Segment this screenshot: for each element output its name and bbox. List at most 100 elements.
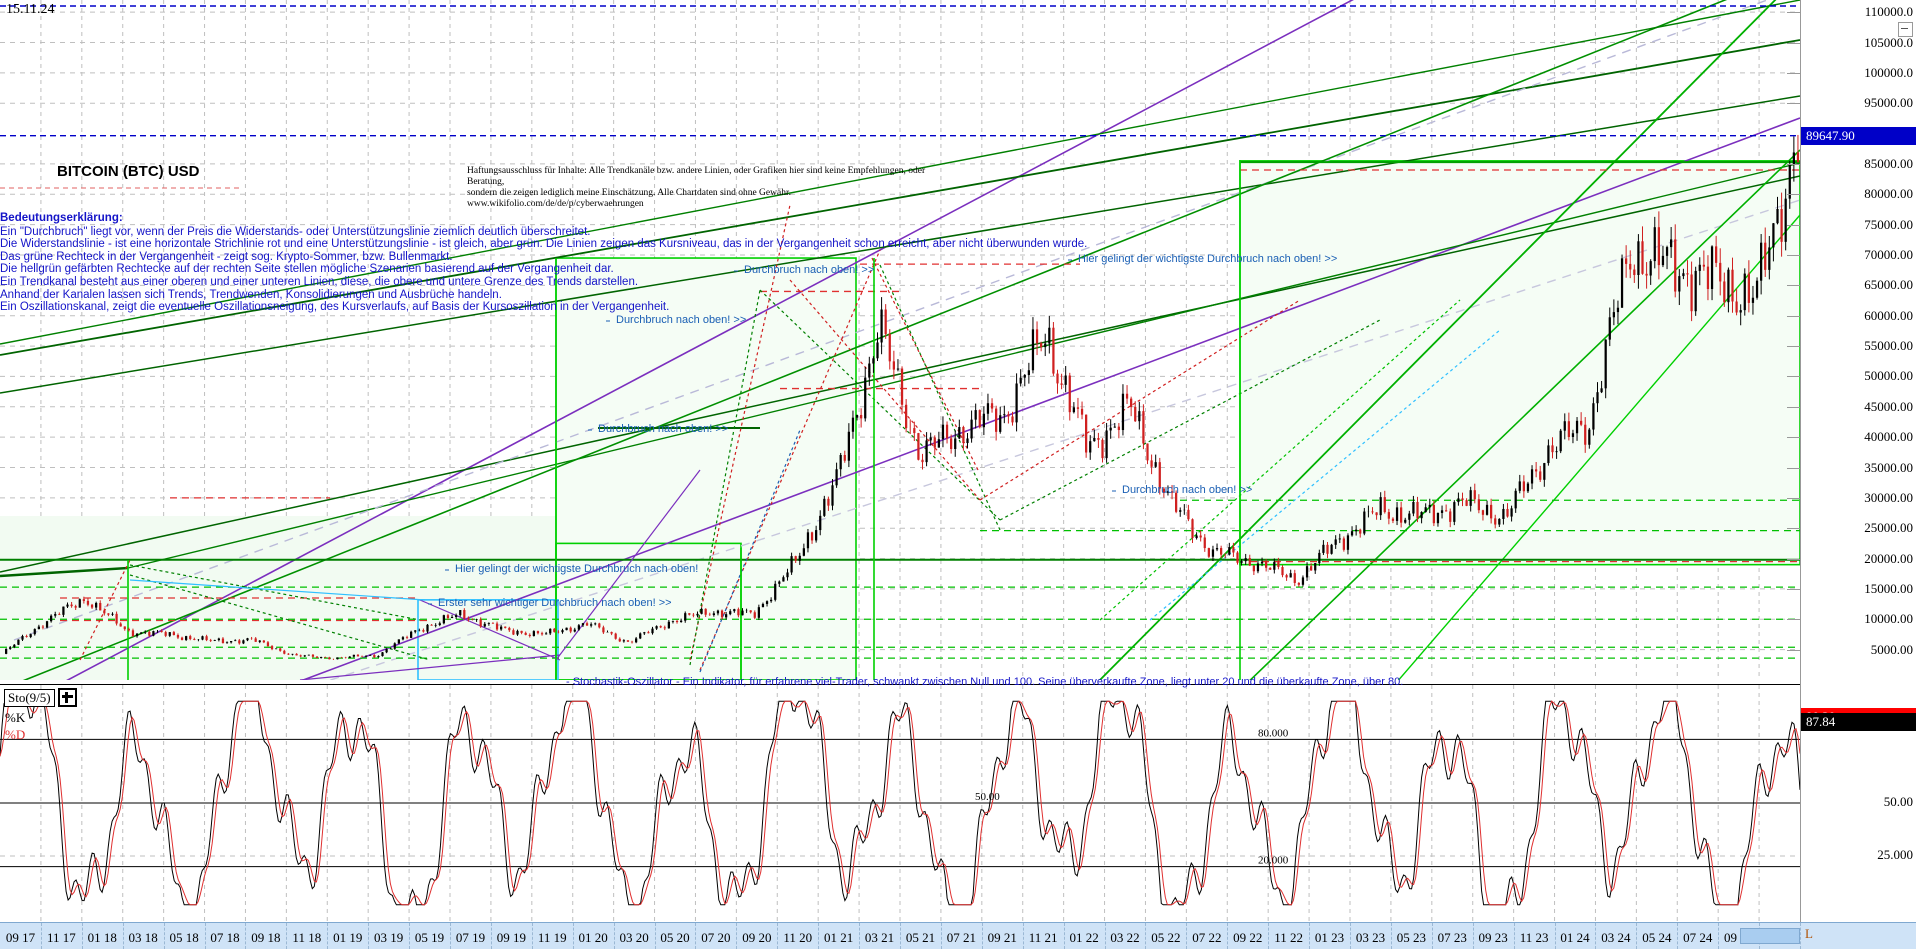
- indicator-name[interactable]: Sto(9/5): [4, 688, 55, 707]
- indicator-header[interactable]: Sto(9/5): [4, 688, 77, 707]
- price-chart-svg: [0, 0, 1800, 680]
- price-axis-tick: 55000.00: [1787, 338, 1913, 354]
- time-axis-separator: [1595, 923, 1597, 949]
- time-axis-tick: 07 23: [1437, 930, 1467, 945]
- tick-mark: [1787, 376, 1801, 378]
- price-axis-tick: 65000.00: [1787, 277, 1913, 293]
- time-axis-tick: 03 18: [128, 930, 158, 945]
- time-axis-tick: 07 20: [701, 930, 731, 945]
- legend-line: Die Widerstandslinie - ist eine horizont…: [0, 238, 1088, 251]
- price-axis-tick: 60000.00: [1787, 308, 1913, 324]
- time-axis-separator: [40, 923, 42, 949]
- tick-mark: [1787, 224, 1801, 226]
- time-axis-separator: [1104, 923, 1106, 949]
- time-axis-separator: [940, 923, 942, 949]
- time-axis-separator: [654, 923, 656, 949]
- chart-annotation: Durchbruch nach oben! >>: [1122, 484, 1253, 496]
- time-axis-tick: 11 17: [46, 930, 76, 945]
- time-axis-tick: 09 17: [5, 930, 36, 945]
- oscillator-inline-level: 50.00: [975, 791, 1000, 803]
- time-axis-tick: 09 19: [496, 930, 526, 945]
- time-axis-tick: 09 21: [987, 930, 1017, 945]
- time-axis-tick: 01 22: [1069, 930, 1099, 945]
- legend-heading: Bedeutungserklärung:: [0, 212, 123, 224]
- time-axis-separator: [204, 923, 206, 949]
- time-axis-separator: [163, 923, 165, 949]
- price-axis-tick: 10000.00: [1787, 611, 1913, 627]
- legend-line: Ein "Durchbruch" liegt vor, wenn der Pre…: [0, 225, 591, 238]
- chart-annotation: Durchbruch nach oben! >>: [598, 423, 729, 435]
- tick-mark: [1787, 649, 1801, 651]
- time-axis-separator: [368, 923, 370, 949]
- time-axis-tick: 07 19: [455, 930, 486, 945]
- time-axis-tick: 01 21: [824, 930, 854, 945]
- time-axis-separator: [1718, 923, 1720, 949]
- price-axis-tick: 100000.0: [1787, 65, 1913, 81]
- time-axis-separator: [1800, 923, 1801, 949]
- time-axis-tick: 09 22: [1233, 930, 1263, 945]
- time-axis-tick: 01 18: [87, 930, 117, 945]
- tick-mark: [1787, 497, 1801, 499]
- time-axis-separator: [450, 923, 451, 949]
- time-axis[interactable]: 09 17 11 17 01 18 03 18 05 18 07 18 09 18 11 18…: [0, 922, 1916, 949]
- tick-mark: [1787, 72, 1801, 74]
- tick-mark: [1787, 163, 1801, 165]
- indicator-series-k-label: %K: [5, 710, 26, 725]
- indicator-series-d-label: %D: [5, 727, 26, 742]
- time-axis-tick: 11 22: [1274, 930, 1304, 945]
- tick-mark: [1787, 437, 1801, 439]
- price-axis-tick: 75000.00: [1787, 217, 1913, 233]
- tick-mark: [1787, 42, 1801, 44]
- tick-mark: [1787, 467, 1801, 469]
- disclaimer-line-2: sondern die zeigen lediglich meine Einsc…: [467, 188, 791, 209]
- chart-annotation: Durchbruch nach oben! >>: [744, 264, 875, 276]
- time-axis-separator: [981, 923, 983, 949]
- time-axis-tick: 03 24: [1601, 930, 1631, 945]
- expand-icon[interactable]: [57, 688, 77, 707]
- oscillator-inline-level: 80.000: [1258, 727, 1289, 739]
- chart-annotation: Hier gelingt der wichtigste Durchbruch n…: [1078, 253, 1338, 265]
- time-axis-separator: [1145, 923, 1147, 949]
- time-axis-separator: [1022, 923, 1024, 949]
- oscillator-inline-level: 20.000: [1258, 855, 1289, 867]
- legend-explanation: Bedeutungserklärung: Ein "Durchbruch" li…: [0, 212, 1088, 314]
- price-axis-tick: 105000.0: [1787, 35, 1913, 51]
- tick-mark: [1787, 406, 1801, 408]
- collapse-icon[interactable]: [1898, 22, 1913, 37]
- time-axis-separator: [531, 923, 533, 949]
- time-axis-separator: [1636, 923, 1638, 949]
- scroll-thumb[interactable]: [1740, 928, 1800, 944]
- chart-annotation: Hier gelingt der wichtigste Durchbruch n…: [455, 563, 699, 575]
- time-axis-tick: 11 18: [292, 930, 322, 945]
- chart-annotation: Durchbruch nach oben! >>: [616, 314, 747, 326]
- time-axis-separator: [490, 923, 492, 949]
- price-chart-plot[interactable]: [0, 0, 1800, 680]
- time-axis-tick: 05 23: [1396, 930, 1426, 945]
- time-axis-separator: [818, 923, 820, 949]
- stochastic-oscillator-panel[interactable]: 80.000 20.000 50.00: [0, 684, 1800, 923]
- legend-line: Das grüne Rechteck in der Vergangenheit …: [0, 250, 453, 263]
- time-axis-tick: 05 21: [905, 930, 936, 945]
- time-axis-tick: 11 21: [1028, 930, 1058, 945]
- time-axis-tick: 11 23: [1519, 930, 1549, 945]
- time-axis-tick: 09 20: [742, 930, 772, 945]
- price-axis-tick: 110000.0: [1787, 4, 1913, 20]
- time-axis-tick: 03 22: [1110, 930, 1140, 945]
- page-title: BITCOIN (BTC) USD: [57, 163, 200, 180]
- time-axis-separator: [613, 923, 615, 949]
- time-axis-tick: 07 22: [1192, 930, 1222, 945]
- time-axis-tick: 11 20: [783, 930, 813, 945]
- legend-line: Ein Oszillationskanal, zeigt die eventue…: [0, 301, 670, 314]
- oscillator-level-label: 50.00: [1883, 794, 1913, 809]
- legend-line: Anhand der Kanalen lassen sich Trends, T…: [0, 288, 502, 301]
- oscillator-d-value: 87.84: [1801, 712, 1916, 731]
- tick-mark: [1787, 315, 1801, 317]
- price-axis-tick: 20000.00: [1787, 551, 1913, 567]
- stochastic-note: - Stochastik-Oszillator - Ein Indikator,…: [566, 676, 1404, 688]
- time-axis-separator: [122, 923, 124, 949]
- time-axis-tick: 11 19: [537, 930, 567, 945]
- price-axis[interactable]: 110000.0 105000.0 100000.0 95000.00 85000.00…: [1787, 0, 1916, 922]
- time-axis-tick: 09 23: [1478, 930, 1508, 945]
- tick-mark: [1787, 285, 1801, 287]
